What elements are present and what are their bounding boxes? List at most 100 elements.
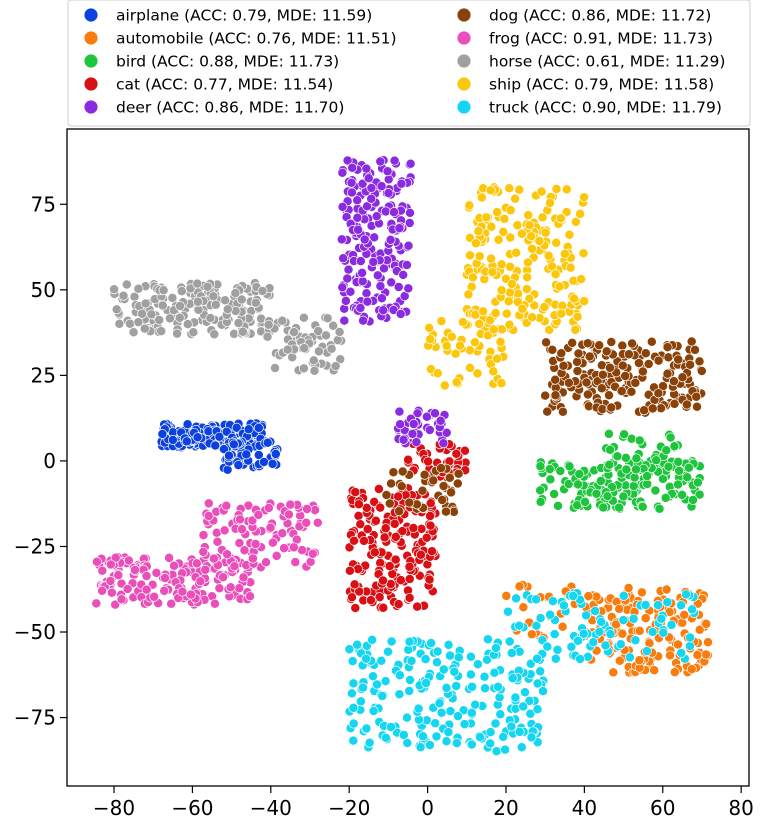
data-point-truck bbox=[346, 688, 357, 699]
data-point-ship bbox=[492, 353, 503, 364]
data-point-dog bbox=[604, 362, 615, 373]
data-point-truck bbox=[658, 627, 669, 638]
data-point-ship bbox=[536, 186, 547, 197]
data-point-frog bbox=[307, 548, 318, 559]
data-point-automobile bbox=[514, 581, 525, 592]
data-point-truck bbox=[459, 719, 470, 730]
data-point-frog bbox=[267, 537, 278, 548]
legend-marker-automobile bbox=[83, 30, 99, 46]
data-point-ship bbox=[550, 269, 561, 280]
data-point-frog bbox=[279, 543, 290, 554]
data-point-airplane bbox=[243, 424, 254, 435]
data-point-truck bbox=[485, 738, 496, 749]
data-point-ship bbox=[570, 324, 581, 335]
data-point-automobile bbox=[614, 603, 625, 614]
data-point-ship bbox=[576, 274, 587, 285]
data-point-ship bbox=[425, 334, 436, 345]
data-point-deer bbox=[383, 174, 394, 185]
data-point-deer bbox=[346, 177, 357, 188]
data-point-frog bbox=[237, 524, 247, 535]
data-point-cat bbox=[408, 523, 419, 533]
data-point-bird bbox=[620, 452, 631, 463]
data-point-truck bbox=[436, 707, 447, 718]
data-point-frog bbox=[200, 564, 211, 575]
data-point-truck bbox=[402, 712, 412, 723]
data-point-horse bbox=[133, 317, 144, 328]
data-point-dog bbox=[692, 401, 702, 412]
data-point-truck bbox=[514, 620, 525, 631]
data-point-frog bbox=[234, 583, 245, 594]
data-point-automobile bbox=[701, 618, 712, 629]
data-point-truck bbox=[653, 600, 663, 611]
data-point-cat bbox=[353, 499, 364, 510]
data-point-automobile bbox=[518, 602, 529, 613]
data-point-frog bbox=[116, 594, 127, 605]
data-point-deer bbox=[366, 193, 377, 204]
data-point-truck bbox=[348, 678, 359, 689]
y-tick-label: 75 bbox=[31, 192, 56, 216]
data-point-dog bbox=[437, 495, 448, 505]
data-point-truck bbox=[514, 726, 525, 737]
data-point-truck bbox=[432, 657, 442, 668]
data-point-horse bbox=[202, 281, 213, 292]
data-point-truck bbox=[394, 670, 405, 681]
data-point-dog bbox=[627, 338, 638, 349]
data-point-ship bbox=[569, 293, 580, 304]
data-point-truck bbox=[426, 638, 437, 648]
data-point-horse bbox=[157, 300, 168, 311]
data-point-dog bbox=[673, 354, 684, 365]
data-point-horse bbox=[250, 297, 261, 308]
data-point-deer bbox=[411, 437, 422, 448]
data-point-truck bbox=[372, 679, 382, 690]
data-point-bird bbox=[654, 503, 665, 514]
data-point-truck bbox=[656, 613, 667, 624]
data-point-dog bbox=[626, 386, 637, 397]
data-point-airplane bbox=[210, 440, 221, 451]
data-point-truck bbox=[485, 727, 496, 738]
data-point-frog bbox=[221, 500, 232, 511]
data-point-deer bbox=[403, 283, 414, 294]
data-point-frog bbox=[214, 583, 225, 594]
data-point-truck bbox=[538, 686, 548, 697]
data-point-bird bbox=[553, 500, 563, 511]
data-point-dog bbox=[662, 342, 673, 353]
data-point-cat bbox=[373, 484, 384, 494]
data-point-dog bbox=[686, 336, 697, 347]
data-point-dog bbox=[623, 349, 634, 360]
data-point-horse bbox=[176, 286, 187, 297]
data-point-deer bbox=[342, 155, 353, 166]
data-point-frog bbox=[185, 589, 196, 600]
data-point-truck bbox=[491, 643, 501, 653]
data-point-automobile bbox=[583, 591, 594, 602]
data-point-ship bbox=[487, 267, 498, 278]
data-point-deer bbox=[405, 158, 416, 169]
data-point-horse bbox=[192, 278, 203, 289]
data-point-cat bbox=[404, 574, 415, 584]
data-point-truck bbox=[482, 654, 493, 665]
data-point-truck bbox=[394, 689, 405, 700]
data-point-deer bbox=[394, 223, 405, 234]
data-point-cat bbox=[395, 575, 406, 586]
data-point-ship bbox=[514, 184, 525, 195]
data-point-frog bbox=[218, 572, 229, 583]
data-point-ship bbox=[432, 368, 443, 379]
data-point-ship bbox=[495, 336, 506, 347]
data-point-frog bbox=[222, 549, 233, 560]
data-point-dog bbox=[444, 472, 455, 483]
data-point-airplane bbox=[214, 431, 225, 442]
data-point-truck bbox=[588, 637, 599, 648]
data-point-ship bbox=[504, 319, 515, 330]
plot-frame bbox=[66, 128, 750, 787]
data-point-frog bbox=[151, 567, 162, 578]
data-point-ship bbox=[472, 368, 483, 379]
data-point-horse bbox=[270, 363, 280, 373]
data-point-ship bbox=[572, 311, 583, 322]
data-point-truck bbox=[525, 708, 536, 719]
data-point-automobile bbox=[669, 667, 680, 678]
data-point-truck bbox=[531, 620, 542, 631]
data-point-horse bbox=[233, 318, 244, 328]
data-point-dog bbox=[572, 356, 583, 367]
data-point-ship bbox=[476, 192, 487, 203]
data-point-bird bbox=[642, 471, 653, 482]
data-point-horse bbox=[128, 327, 139, 338]
